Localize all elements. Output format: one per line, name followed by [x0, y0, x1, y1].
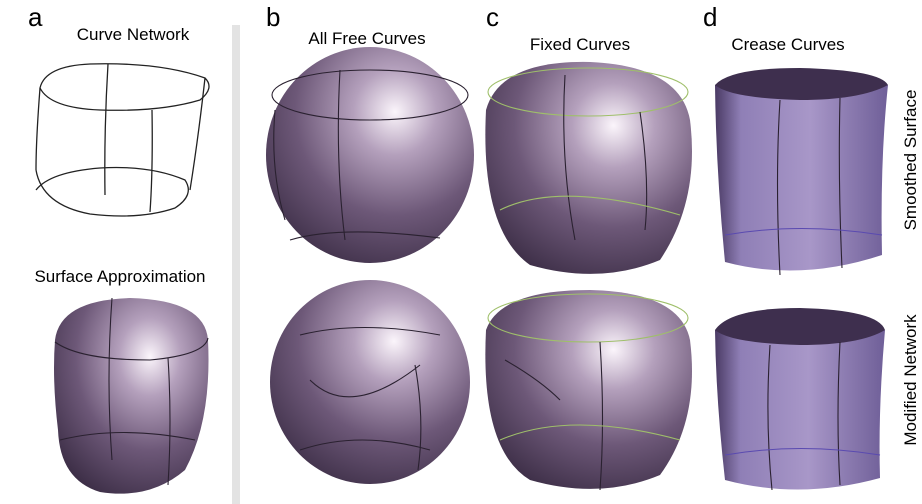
blob-shape [485, 62, 692, 274]
blob-shape [485, 290, 692, 490]
panel-letter: a [28, 2, 43, 32]
row-label: Modified Network [901, 314, 920, 446]
panel-letter: c [486, 2, 499, 32]
cylinder-shape [715, 68, 888, 275]
panel-title: Crease Curves [731, 35, 844, 54]
sphere-shape [266, 47, 474, 263]
panel-title: Curve Network [77, 25, 190, 44]
cylinder-shape [715, 308, 885, 490]
figure: a Curve Network Surface Approximation b … [0, 0, 922, 504]
wireframe [36, 64, 209, 216]
panel-title: Fixed Curves [530, 35, 630, 54]
surface-shape [54, 298, 209, 494]
row-label: Smoothed Surface [901, 90, 920, 231]
panel-title: All Free Curves [308, 29, 425, 48]
sphere-shape [270, 280, 470, 484]
divider [232, 25, 240, 504]
panel-letter: d [703, 2, 717, 32]
panel-subtitle: Surface Approximation [34, 267, 205, 286]
panel-letter: b [266, 2, 280, 32]
